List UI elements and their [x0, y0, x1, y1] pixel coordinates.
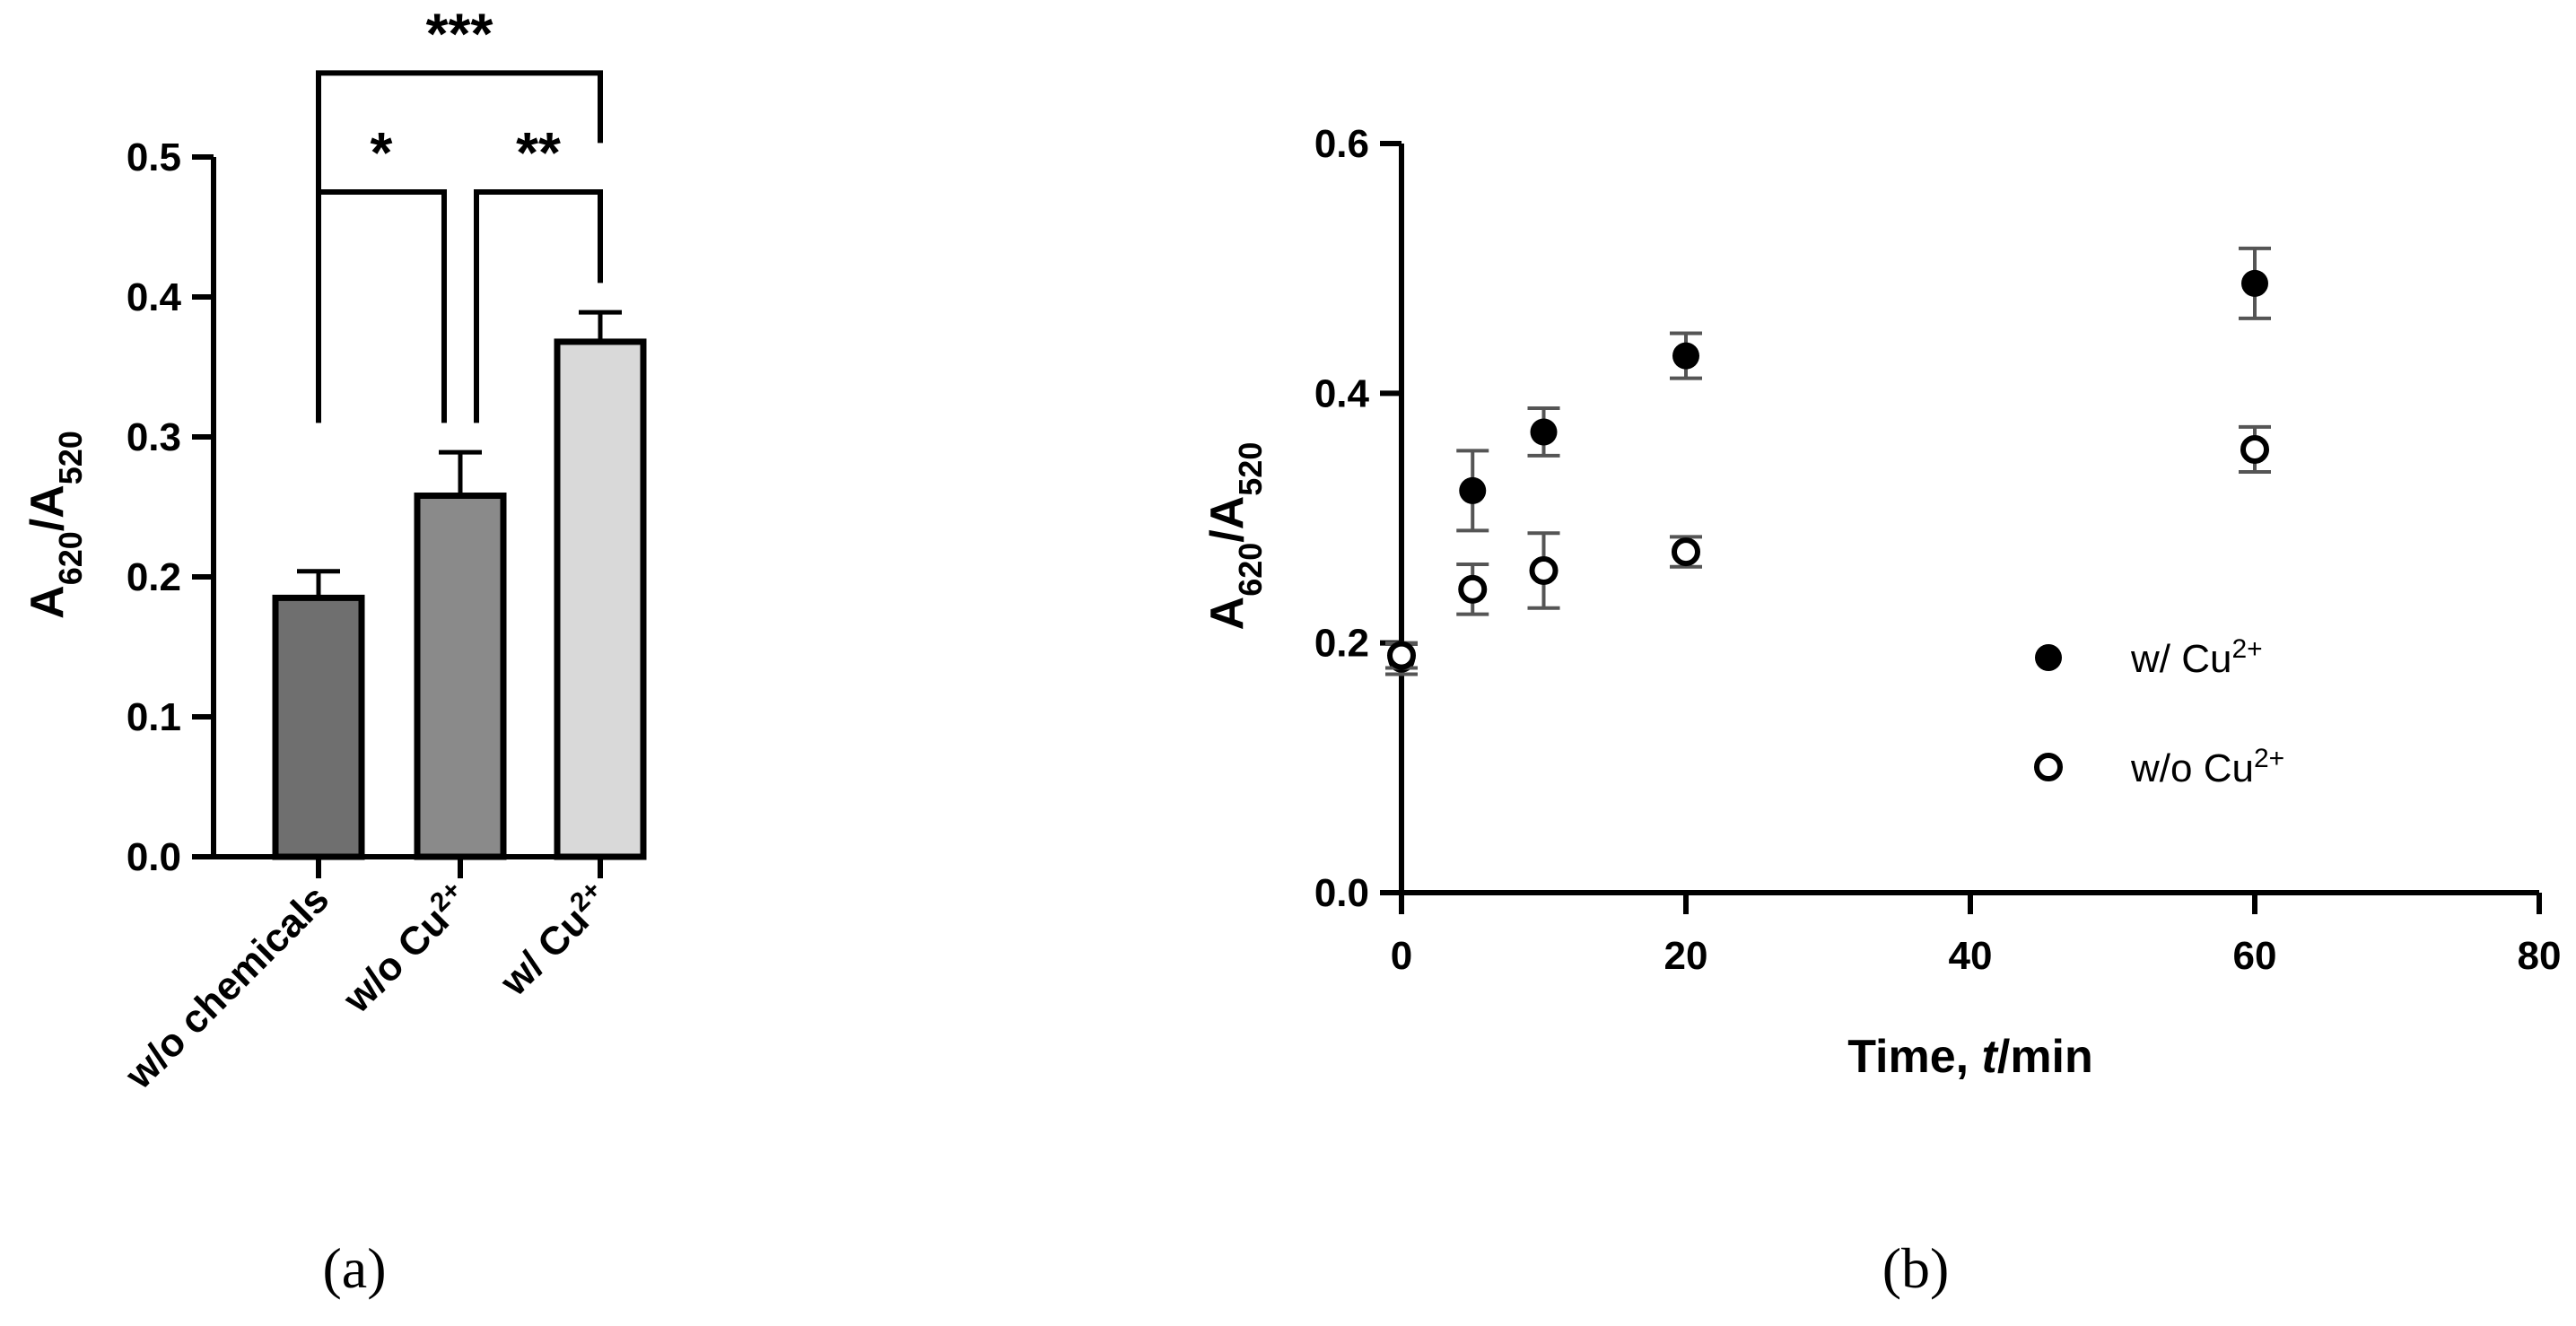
significance-bracket [474, 189, 603, 423]
category-label: w/ Cu2+ [489, 875, 619, 1005]
panel-label-a: (a) [322, 1236, 386, 1300]
data-point-filled [1459, 476, 1487, 504]
legend-marker-filled [2035, 644, 2062, 671]
data-point-filled [2241, 269, 2268, 297]
legend-marker-open [2034, 753, 2063, 781]
y-tick-label: 0.5 [127, 135, 181, 179]
bar [272, 594, 365, 860]
scatter-chart-panel-b: 0.0 0.2 0.4 0.6 0 20 40 60 80 A620/A520 Time, t/mi… [1201, 122, 2561, 1300]
significance-bracket [316, 70, 603, 214]
y-tick-label: 0.3 [127, 415, 181, 459]
bar [554, 338, 647, 860]
x-tick-label: 20 [1664, 934, 1708, 978]
data-point-filled [1530, 418, 1558, 446]
data-point-open [1529, 555, 1559, 585]
category-label: w/o chemicals [117, 877, 337, 1097]
data-point-filled [1672, 342, 1699, 370]
x-axis-label: Time, t/min [1847, 1031, 2093, 1083]
legend-label: w/ Cu2+ [2130, 634, 2263, 682]
data-point-open [1458, 574, 1488, 604]
category-label: w/o Cu2+ [332, 875, 479, 1022]
x-tick-label: 80 [2518, 934, 2562, 978]
legend-label: w/o Cu2+ [2130, 744, 2284, 791]
bar [414, 493, 507, 860]
y-tick-label: 0.6 [1314, 122, 1369, 166]
y-tick-label: 0.0 [127, 835, 181, 879]
y-tick-label: 0.4 [127, 275, 182, 319]
x-tick-label: 60 [2233, 934, 2277, 978]
y-tick-label: 0.4 [1314, 371, 1370, 415]
significance-label: ** [516, 120, 561, 185]
x-tick-label: 0 [1391, 934, 1412, 978]
panel-label-b: (b) [1882, 1236, 1950, 1300]
significance-bracket [316, 189, 447, 423]
data-point-open [1387, 641, 1416, 670]
y-axis-label: A620/A520 [1201, 442, 1269, 631]
y-tick-label: 0.1 [127, 695, 181, 739]
significance-label: *** [426, 1, 493, 65]
bar-chart-panel-a: 0.0 0.1 0.2 0.3 0.4 0.5 A620/A520 w/o chemicals… [22, 1, 647, 1300]
y-tick-label: 0.2 [127, 555, 181, 599]
data-point-open [2240, 434, 2269, 464]
significance-label: * [371, 120, 393, 185]
y-axis-label: A620/A520 [22, 431, 89, 619]
x-tick-label: 40 [1949, 934, 1993, 978]
y-tick-label: 0.2 [1314, 622, 1369, 666]
y-tick-label: 0.0 [1314, 871, 1369, 915]
data-point-open [1672, 537, 1700, 567]
